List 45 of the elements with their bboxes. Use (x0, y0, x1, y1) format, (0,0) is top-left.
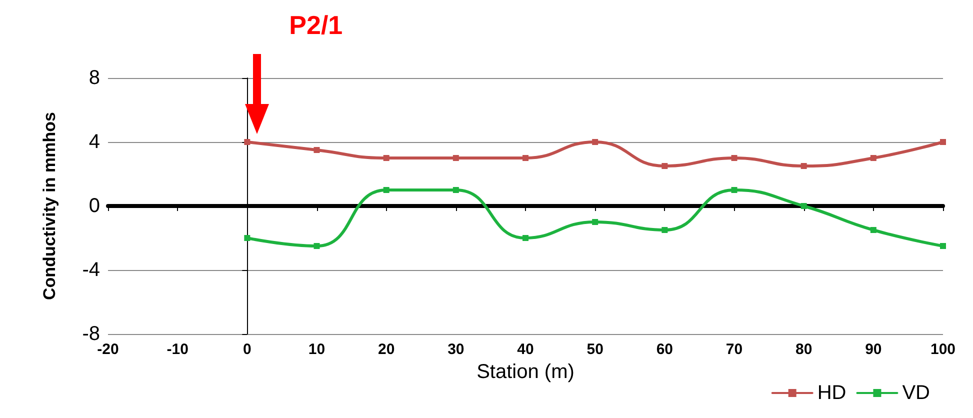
y-tick-label: 4 (88, 131, 100, 153)
text: P2/1 (289, 10, 343, 41)
point (383, 187, 390, 193)
point (244, 235, 250, 241)
x-tick-label: 20 (378, 341, 395, 358)
point (940, 243, 946, 249)
point (731, 187, 738, 193)
x-axis-title: Station (m) (476, 360, 574, 383)
point (800, 203, 807, 209)
x-tick-label: 60 (656, 341, 674, 358)
x-tick-label: 40 (517, 341, 534, 358)
point (383, 155, 390, 161)
x-tick-label: 10 (308, 341, 326, 358)
y-tick-label: -8 (82, 323, 100, 345)
point (522, 155, 528, 161)
x-tick-label: 80 (795, 341, 812, 358)
legend-label: HD (817, 382, 846, 404)
point (244, 139, 250, 145)
y-tick-label: 8 (88, 67, 100, 89)
point (522, 235, 528, 241)
legend-label: VD (902, 382, 930, 404)
point (731, 155, 738, 161)
x-tick-label: 100 (930, 341, 956, 358)
point (592, 139, 598, 145)
y-tick-label: 0 (88, 195, 100, 217)
point (800, 163, 807, 169)
x-tick-label: -10 (166, 341, 188, 358)
x-tick-label: 50 (586, 341, 604, 358)
point (870, 155, 876, 161)
x-tick-label: 90 (865, 341, 882, 358)
point (452, 187, 459, 193)
y-tick-label: -4 (82, 259, 100, 281)
point (314, 147, 320, 153)
y-axis-title: Conductivity in mmhos (40, 112, 59, 300)
point (592, 219, 598, 225)
x-tick-label: -20 (97, 341, 119, 358)
point (314, 243, 320, 249)
x-tick-label: 70 (726, 341, 743, 358)
point (662, 163, 668, 169)
x-tick-label: 0 (242, 341, 252, 358)
point (662, 227, 668, 233)
point (940, 139, 946, 145)
x-tick-label: 30 (448, 341, 464, 358)
point (452, 155, 459, 161)
point (870, 227, 876, 233)
